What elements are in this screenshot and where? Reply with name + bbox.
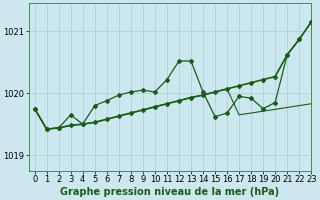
X-axis label: Graphe pression niveau de la mer (hPa): Graphe pression niveau de la mer (hPa) — [60, 187, 279, 197]
